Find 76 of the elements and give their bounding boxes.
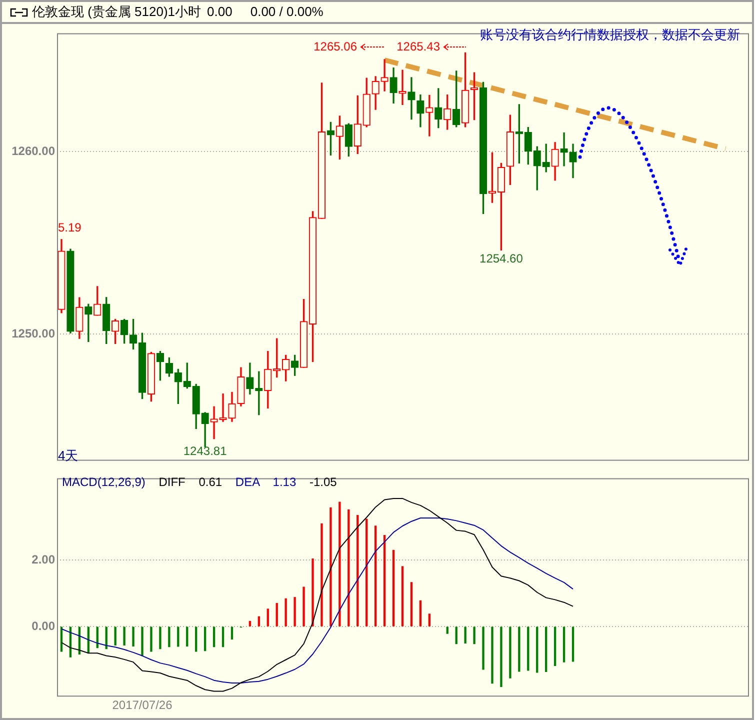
bar [150, 626, 152, 652]
bar [527, 626, 530, 671]
bar [482, 626, 484, 670]
bar [248, 620, 252, 626]
bar [338, 502, 341, 626]
bar [348, 509, 350, 626]
bar [294, 597, 296, 626]
bar [141, 626, 144, 656]
bar [366, 518, 368, 626]
annotation: 1.13 [272, 475, 298, 489]
annotation: 1243.81 [183, 444, 228, 458]
bar [509, 626, 512, 678]
bar [204, 626, 206, 652]
bar [554, 626, 556, 666]
chart-title: MACD(12,26,9) [62, 475, 146, 489]
bar [276, 603, 278, 626]
candlestick [380, 59, 388, 92]
bar [562, 626, 566, 662]
annotation: 账号没有该合约行情数据授权，数据不会更新 [480, 26, 740, 44]
bar [491, 626, 494, 684]
bar [330, 507, 332, 626]
chart-subtitle: 0.00 0.00 / 0.00% [207, 3, 324, 21]
bar [230, 626, 234, 640]
candlestick [408, 77, 416, 120]
bar [177, 626, 180, 647]
bar [168, 626, 170, 648]
bar [302, 586, 305, 626]
bar [159, 626, 162, 650]
bar [356, 515, 359, 626]
x-tick-label: 2017/07/26 [112, 698, 173, 712]
bar [222, 626, 224, 648]
bar [195, 626, 198, 652]
bar [114, 626, 116, 646]
text: DEA [235, 475, 261, 489]
bar [446, 626, 448, 634]
bar [545, 626, 548, 672]
bar [374, 526, 377, 626]
bar [123, 626, 126, 646]
annotation: 5.19 [58, 220, 82, 234]
bar [392, 550, 395, 626]
y-tick-label: 0.00 [32, 618, 56, 633]
bar [320, 523, 323, 626]
y-tick-label: 1250.00 [12, 326, 56, 340]
annotation: 0.61 [198, 475, 224, 489]
candlestick [426, 94, 434, 136]
bar [473, 626, 476, 644]
bar [258, 616, 260, 626]
bar [464, 626, 466, 644]
bar [284, 598, 287, 626]
annotation: 1265.06 [314, 39, 358, 54]
bar [312, 558, 314, 626]
annotation: 4天 [58, 447, 78, 465]
bar [383, 534, 386, 626]
chart-title: 伦敦金现 (贵金属 5120)1小时 [32, 3, 202, 21]
y-tick-label: 2.00 [32, 552, 56, 566]
bar [536, 626, 538, 673]
bar [518, 626, 520, 672]
bar [401, 566, 404, 626]
bar [419, 600, 422, 626]
bar [266, 608, 269, 626]
bar [500, 626, 502, 687]
candlestick [560, 132, 568, 166]
bar [212, 626, 216, 648]
bar [410, 582, 413, 626]
bar [132, 626, 134, 646]
text: DIFF [158, 475, 186, 489]
annotation: 1265.43 [396, 39, 440, 54]
annotation: -1.05 [309, 475, 338, 489]
bar [60, 626, 63, 652]
annotation: 1254.60 [480, 251, 524, 266]
bar [572, 626, 574, 662]
bar [428, 614, 430, 626]
candlestick [210, 406, 218, 440]
y-tick-label: 1260.00 [12, 144, 56, 158]
bar [186, 626, 188, 646]
bar [455, 626, 458, 644]
